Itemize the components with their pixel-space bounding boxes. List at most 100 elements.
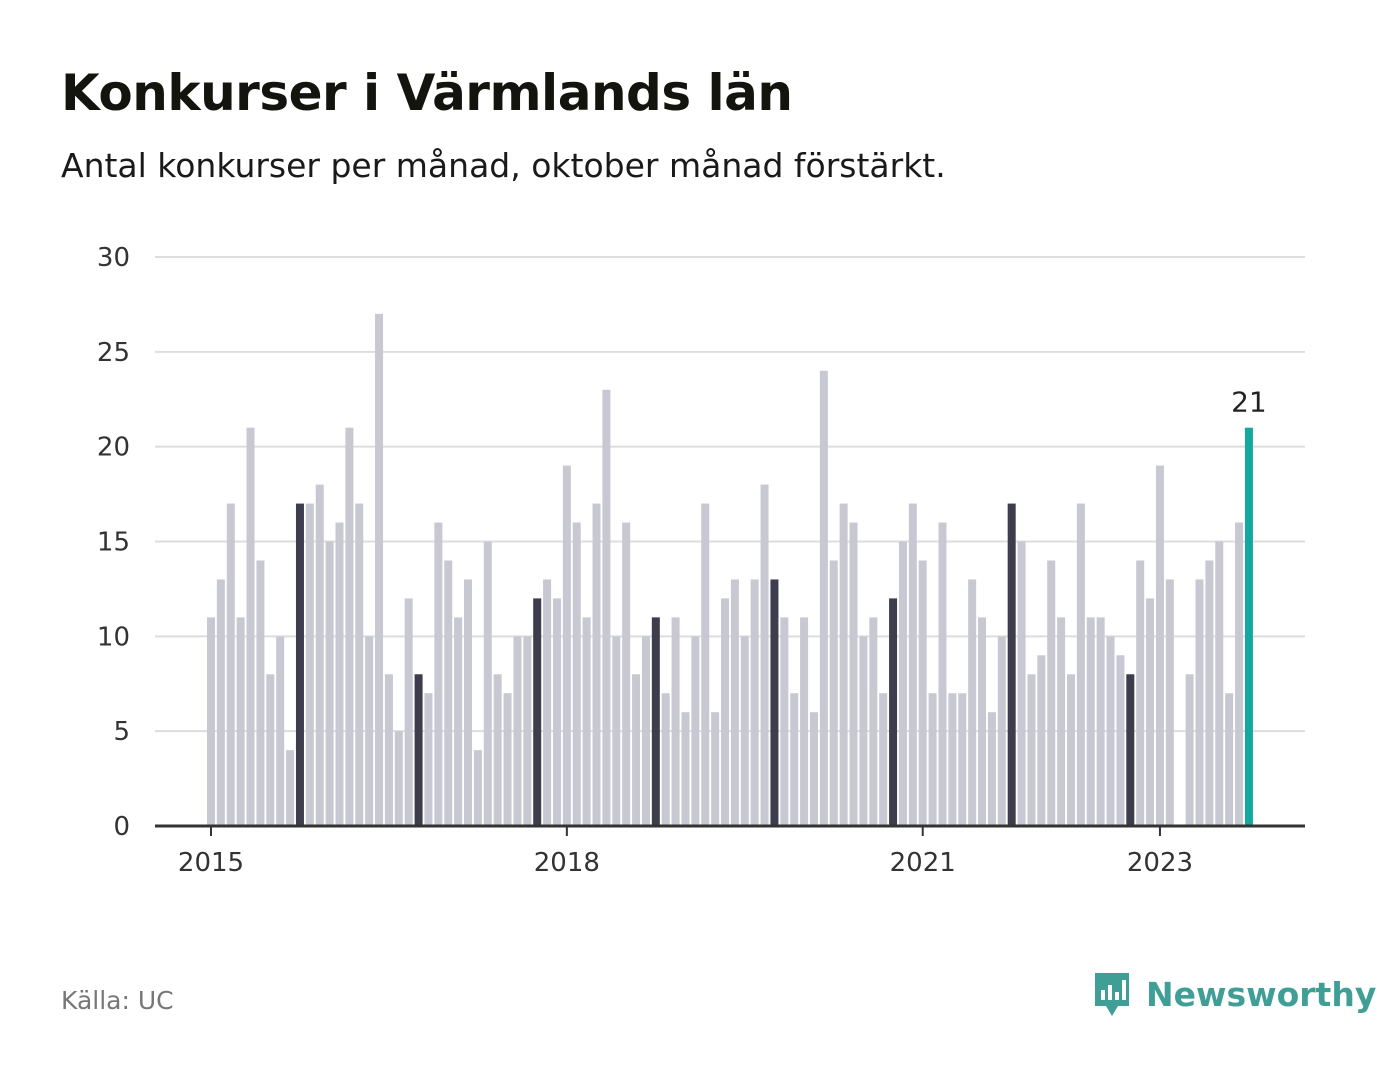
bar	[809, 712, 818, 826]
y-tick-label: 15	[97, 528, 130, 558]
bar	[1007, 503, 1016, 826]
bar	[384, 674, 393, 826]
bar	[1037, 655, 1046, 826]
bar	[632, 674, 641, 826]
bar	[1066, 674, 1075, 826]
bar	[582, 617, 591, 826]
bar	[1027, 674, 1036, 826]
bar	[859, 636, 868, 826]
bar	[760, 484, 769, 826]
x-tick-label: 2023	[1127, 848, 1193, 878]
bar	[533, 598, 542, 826]
bar	[454, 617, 463, 826]
chart-title: Konkurser i Värmlands län	[61, 64, 793, 122]
bar	[651, 617, 660, 826]
bar	[800, 617, 809, 826]
newsworthy-logo-icon	[1095, 973, 1129, 1016]
y-tick-label: 25	[97, 338, 130, 368]
bar	[691, 636, 700, 826]
bar	[1136, 560, 1145, 826]
bar	[295, 503, 304, 826]
bar	[978, 617, 987, 826]
bar	[1205, 560, 1214, 826]
bar	[938, 522, 947, 826]
bar	[1146, 598, 1155, 826]
bar	[424, 693, 433, 826]
bar	[305, 503, 314, 826]
bar	[641, 636, 650, 826]
brand: Newsworthy	[1092, 970, 1376, 1018]
bar	[444, 560, 453, 826]
bar	[681, 712, 690, 826]
bar	[829, 560, 838, 826]
bar	[473, 750, 482, 826]
bar	[286, 750, 295, 826]
bar	[602, 389, 611, 826]
bar	[523, 636, 532, 826]
bar	[671, 617, 680, 826]
bars	[207, 313, 1253, 826]
bar	[612, 636, 621, 826]
bar	[226, 503, 235, 826]
y-tick-label: 20	[97, 433, 130, 463]
bar	[592, 503, 601, 826]
y-tick-label: 0	[113, 812, 130, 842]
bar	[898, 541, 907, 826]
bar	[839, 503, 848, 826]
bar	[414, 674, 423, 826]
bar	[1096, 617, 1105, 826]
bar	[256, 560, 265, 826]
bar	[345, 427, 354, 826]
bar	[948, 693, 957, 826]
bar	[1155, 465, 1164, 826]
bar	[375, 313, 384, 826]
x-tick-label: 2015	[178, 848, 244, 878]
bar	[503, 693, 512, 826]
bar	[236, 617, 245, 826]
bar	[968, 579, 977, 826]
bar	[562, 465, 571, 826]
bar	[711, 712, 720, 826]
bar	[1106, 636, 1115, 826]
bar	[819, 370, 828, 826]
x-tick-label: 2018	[534, 848, 600, 878]
bar	[216, 579, 225, 826]
bar	[355, 503, 364, 826]
bar	[513, 636, 522, 826]
source-note: Källa: UC	[61, 986, 174, 1015]
bar	[325, 541, 334, 826]
bar	[908, 503, 917, 826]
bar	[394, 731, 403, 826]
bar	[543, 579, 552, 826]
x-axis-ticks: 2015 2018 2021 2023	[178, 826, 1193, 878]
bar	[987, 712, 996, 826]
y-tick-label: 10	[97, 622, 130, 652]
y-axis-ticks: 0 5 10 15 20 25 30	[97, 243, 130, 842]
bar	[207, 617, 215, 826]
bar	[276, 636, 285, 826]
bar	[1076, 503, 1085, 826]
bar	[1017, 541, 1026, 826]
bar	[1116, 655, 1125, 826]
bar	[1047, 560, 1056, 826]
bar	[1195, 579, 1204, 826]
bar	[572, 522, 581, 826]
bar	[1165, 579, 1174, 826]
bar	[493, 674, 502, 826]
bar	[661, 693, 670, 826]
latest-value-label: 21	[1231, 386, 1267, 419]
bar	[770, 579, 779, 826]
bar	[721, 598, 730, 826]
bar	[849, 522, 858, 826]
bar	[889, 598, 898, 826]
bar	[404, 598, 413, 826]
y-tick-label: 5	[113, 717, 130, 747]
bar	[701, 503, 710, 826]
bar	[740, 636, 749, 826]
bar	[365, 636, 374, 826]
bar	[1244, 427, 1253, 826]
bar	[1235, 522, 1244, 826]
bar	[552, 598, 561, 826]
bar	[750, 579, 759, 826]
bar	[1185, 674, 1194, 826]
